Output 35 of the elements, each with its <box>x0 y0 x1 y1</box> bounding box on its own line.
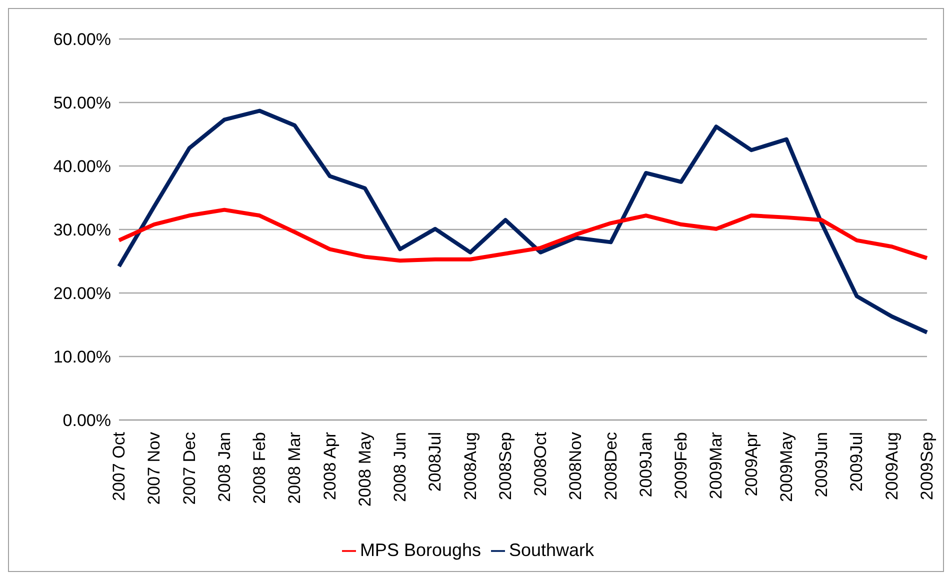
x-tick-label: 2008Jul <box>426 432 445 492</box>
x-tick-label: 2007 Dec <box>180 432 199 505</box>
x-tick-label: 2009May <box>776 432 796 502</box>
x-tick-label: 2009Apr <box>742 432 761 496</box>
y-tick-label: 10.00% <box>53 348 111 367</box>
x-tick-label: 2009Feb <box>672 432 691 500</box>
legend-label: Southwark <box>509 540 594 560</box>
x-tick-label: 2008Nov <box>566 432 586 500</box>
y-tick-label: 20.00% <box>53 284 111 304</box>
y-tick-label: 60.00% <box>53 30 111 50</box>
x-tick-label: 2008Oct <box>531 432 550 496</box>
x-tick-label: 2008 Apr <box>320 432 340 500</box>
y-tick-label: 0.00% <box>62 411 111 430</box>
line-series <box>117 108 929 334</box>
line-series <box>117 208 929 263</box>
x-tick-label: 2008 Jun <box>390 432 410 502</box>
x-tick-label: 2008Aug <box>460 432 480 500</box>
x-tick-label: 2008Sep <box>496 432 515 500</box>
x-tick-label: 2008 Feb <box>250 432 270 504</box>
x-tick-label: 2009Aug <box>882 432 902 500</box>
x-tick-label: 2008Dec <box>601 432 620 500</box>
x-tick-label: 2008 Mar <box>285 432 304 504</box>
legend-label: MPS Boroughs <box>360 540 481 560</box>
y-tick-label: 40.00% <box>53 157 111 176</box>
x-tick-label: 2009Sep <box>918 432 936 500</box>
x-tick-label: 2009Jun <box>812 432 832 498</box>
y-tick-label: 30.00% <box>53 220 111 240</box>
x-tick-label: 2008 Jan <box>214 432 234 502</box>
x-tick-label: 2007 Oct <box>110 432 128 501</box>
x-tick-label: 2008 May <box>355 432 374 507</box>
y-tick-label: 50.00% <box>53 94 111 113</box>
x-tick-label: 2009Jul <box>847 432 866 492</box>
x-tick-label: 2007 Nov <box>144 432 164 505</box>
x-tick-label: 2009Mar <box>706 432 726 500</box>
x-tick-label: 2009Jan <box>636 432 656 498</box>
